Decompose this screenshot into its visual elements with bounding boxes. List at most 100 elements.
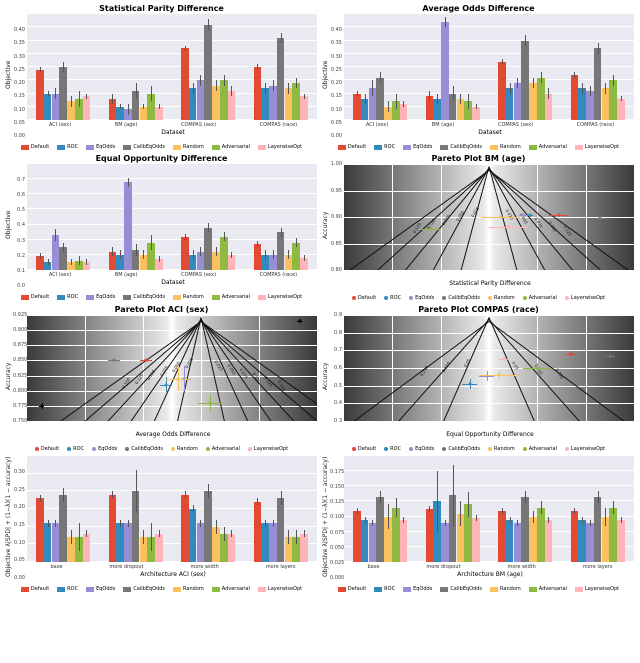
legend-swatch xyxy=(171,447,175,451)
chart-title: Pareto Plot COMPAS (race) xyxy=(418,305,539,314)
legend-label: CalibEqOdds xyxy=(131,446,163,452)
error-bar xyxy=(460,501,461,525)
error-bar xyxy=(112,247,113,256)
bar xyxy=(59,495,67,562)
error-bar xyxy=(185,46,186,51)
error-bar xyxy=(288,530,289,544)
legend-item: EqOdds xyxy=(403,144,432,150)
error-bar xyxy=(63,243,64,252)
legend-item: Adversarial xyxy=(523,446,557,452)
bar xyxy=(155,534,163,562)
y-axis-label: Accuracy xyxy=(321,315,330,438)
bar xyxy=(400,520,408,562)
y-axis-label: Objective xyxy=(321,14,330,136)
x-tick-label: BM (age) xyxy=(115,122,138,128)
legend-item: Random xyxy=(488,295,515,301)
legend-label: Adversarial xyxy=(529,446,557,452)
legend-item: CalibEqOdds xyxy=(123,144,165,150)
chart-panel: Equal Opportunity DifferenceObjective0.0… xyxy=(4,154,319,303)
error-bar xyxy=(605,508,606,526)
legend-item: EqOdds xyxy=(403,586,432,592)
x-tick-label: more layers xyxy=(583,564,613,570)
legend-item: Default xyxy=(338,144,366,150)
y-axis-label: Objective xyxy=(4,164,13,286)
bar xyxy=(594,497,602,562)
legend-label: Default xyxy=(31,144,49,150)
error-bar xyxy=(224,527,225,541)
bar xyxy=(498,511,506,562)
bar xyxy=(220,80,228,120)
error-bar xyxy=(193,83,194,94)
bar xyxy=(277,232,285,270)
bar xyxy=(537,78,545,120)
contour-label: 0.025 xyxy=(183,357,193,369)
x-tick-label: BM (age) xyxy=(432,122,455,128)
legend-item: CalibEqOdds xyxy=(125,446,163,452)
x-axis: ACI (sex)BM (age)COMPAS (sex)COMPAS (rac… xyxy=(27,272,319,278)
bar xyxy=(514,83,522,120)
legend-item: EqOdds xyxy=(86,294,115,300)
y-axis-label: Objective λ|SPD| + (1−λ)(1 − accuracy) xyxy=(4,456,13,578)
error-bar xyxy=(403,517,404,523)
error-bar xyxy=(40,253,41,259)
legend-swatch xyxy=(488,296,492,300)
error-bar xyxy=(437,94,438,105)
legend-label: LayerwiseOpt xyxy=(268,294,302,300)
bar xyxy=(617,99,625,120)
x-axis-label: Statistical Parity Difference xyxy=(344,280,636,287)
error-bar xyxy=(273,250,274,259)
plot-area xyxy=(27,14,317,120)
legend-label: ROC xyxy=(67,144,78,150)
scatter-point xyxy=(599,217,602,220)
error-bar xyxy=(208,19,209,30)
legend-item: Default xyxy=(352,295,376,301)
legend: DefaultROCEqOddsCalibEqOddsRandomAdversa… xyxy=(321,142,636,152)
legend-label: Default xyxy=(358,446,376,452)
legend-label: Default xyxy=(348,144,366,150)
error-bar xyxy=(193,250,194,259)
chart-panel: Average Odds DifferenceObjective0.000.05… xyxy=(321,4,636,152)
legend-label: CalibEqOdds xyxy=(448,446,480,452)
bar xyxy=(498,62,506,120)
error-bar xyxy=(257,498,258,505)
legend-label: ROC xyxy=(390,295,401,301)
bar xyxy=(116,523,124,562)
bar xyxy=(537,508,545,563)
error-bar xyxy=(582,83,583,94)
legend-item: LayerwiseOpt xyxy=(258,294,302,300)
legend-swatch xyxy=(523,447,527,451)
legend-swatch xyxy=(57,587,65,592)
error-bar xyxy=(48,259,49,265)
legend-item: Default xyxy=(21,294,49,300)
bar xyxy=(44,94,52,121)
legend-label: CalibEqOdds xyxy=(450,586,482,592)
legend-label: LayerwiseOpt xyxy=(571,295,605,301)
legend-item: EqOdds xyxy=(409,295,434,301)
legend-item: ROC xyxy=(57,144,78,150)
legend-swatch xyxy=(575,145,583,150)
pareto-panel: Pareto Plot COMPAS (race)Accuracy0.050.0… xyxy=(321,305,636,454)
legend-item: EqOdds xyxy=(92,446,117,452)
legend-item: ROC xyxy=(374,586,395,592)
legend-swatch xyxy=(442,296,446,300)
x-tick-label: BM (age) xyxy=(115,272,138,278)
scatter-point xyxy=(113,359,116,362)
legend-item: EqOdds xyxy=(409,446,434,452)
legend-label: ROC xyxy=(384,586,395,592)
legend-item: Random xyxy=(490,144,521,150)
legend-label: LayerwiseOpt xyxy=(585,586,619,592)
bar xyxy=(292,83,300,120)
bar xyxy=(376,78,384,120)
error-bar xyxy=(598,491,599,503)
error-bar xyxy=(79,256,80,265)
legend-item: Random xyxy=(488,446,515,452)
legend-item: Default xyxy=(352,446,376,452)
legend-label: Random xyxy=(500,144,521,150)
bar xyxy=(514,523,522,562)
contour-label: 0.125 xyxy=(562,224,572,236)
error-bar xyxy=(224,232,225,241)
legend-swatch xyxy=(440,145,448,150)
legend-item: LayerwiseOpt xyxy=(575,144,619,150)
legend-label: CalibEqOdds xyxy=(133,294,165,300)
legend: DefaultROCEqOddsCalibEqOddsRandomAdversa… xyxy=(4,292,319,302)
